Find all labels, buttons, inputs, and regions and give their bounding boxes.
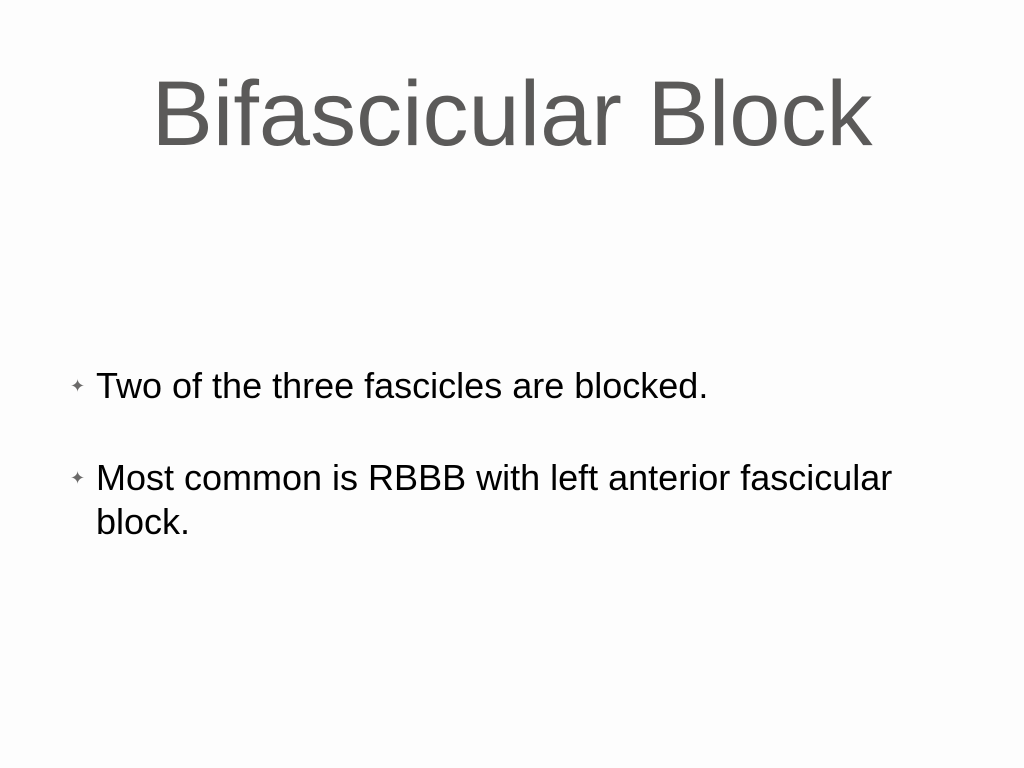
bullet-star-icon: ✦ [68,364,96,408]
bullet-item: ✦ Two of the three fascicles are blocked… [68,364,956,408]
bullet-item: ✦ Most common is RBBB with left anterior… [68,456,956,544]
bullet-text: Two of the three fascicles are blocked. [96,364,956,408]
slide-title: Bifascicular Block [0,62,1024,167]
slide-content: ✦ Two of the three fascicles are blocked… [68,364,956,592]
slide-container: Bifascicular Block ✦ Two of the three fa… [0,0,1024,768]
bullet-text: Most common is RBBB with left anterior f… [96,456,956,544]
bullet-star-icon: ✦ [68,456,96,500]
